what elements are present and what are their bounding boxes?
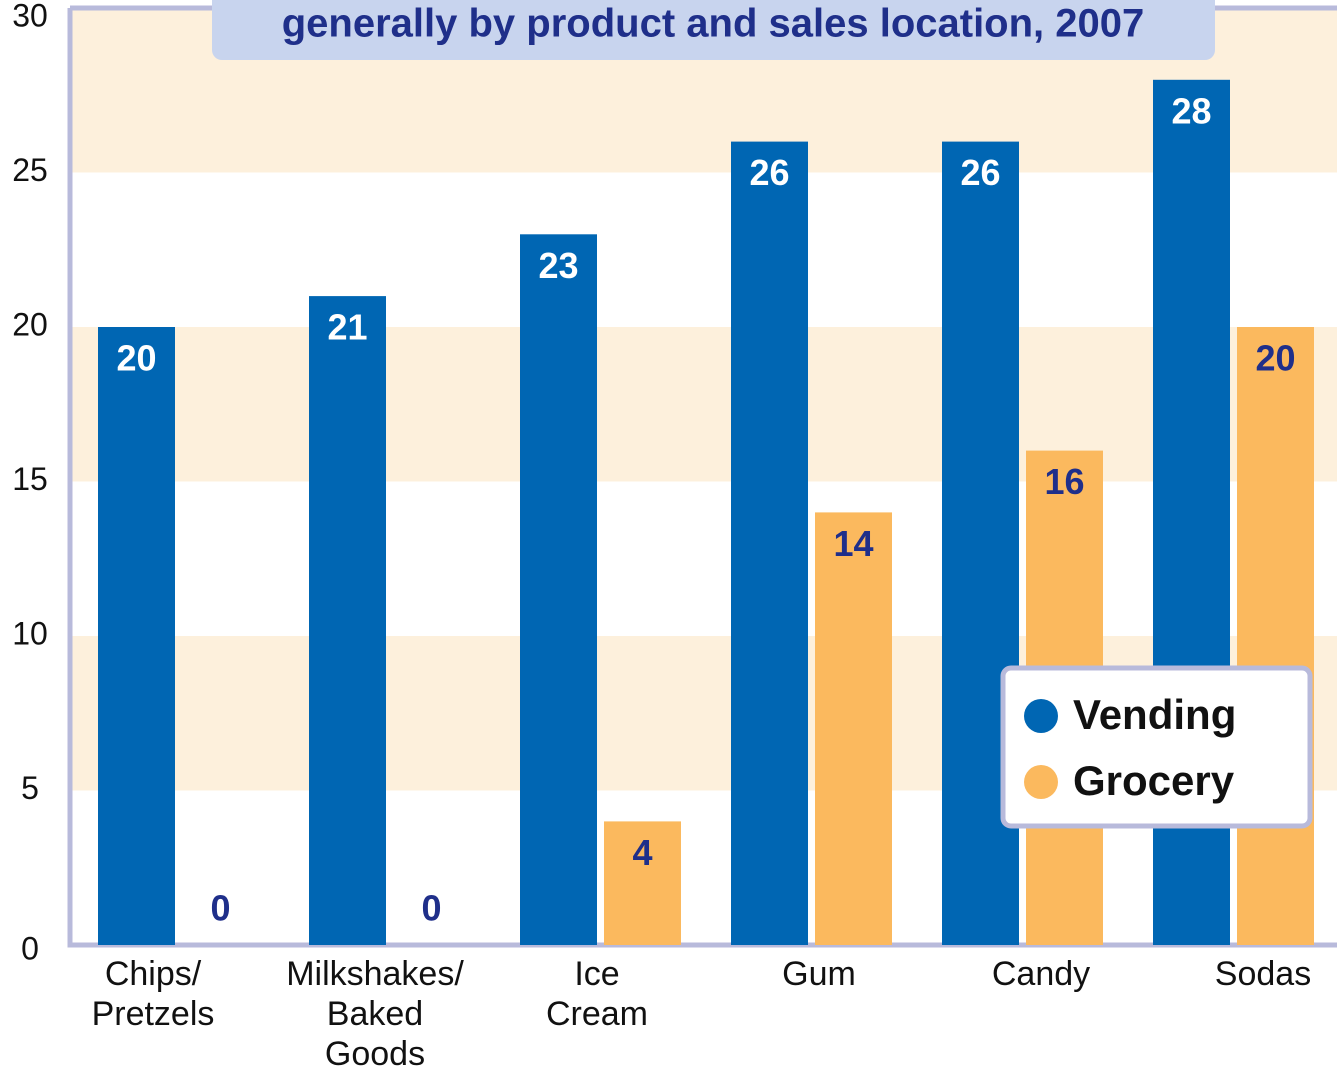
- bar: [309, 296, 386, 946]
- value-label: 20: [116, 338, 156, 379]
- y-tick-label: 30: [12, 0, 48, 33]
- value-label: 23: [538, 245, 578, 286]
- x-tick-label: Baked: [327, 995, 423, 1033]
- bar: [520, 234, 597, 946]
- x-tick-label: Candy: [992, 955, 1090, 993]
- band: [70, 327, 1337, 482]
- value-label: 26: [960, 152, 1000, 193]
- bar: [815, 512, 892, 945]
- legend-box: [1000, 665, 1313, 829]
- band: [70, 481, 1337, 636]
- x-tick-label: Cream: [546, 995, 648, 1033]
- legend-label: Grocery: [1073, 757, 1235, 804]
- x-tick-label: Milkshakes/: [286, 955, 464, 993]
- bar: [731, 141, 808, 946]
- value-label: 28: [1171, 90, 1211, 131]
- value-label: 0: [210, 888, 230, 929]
- legend-label: Vending: [1073, 691, 1236, 738]
- y-tick-label: 5: [21, 770, 39, 806]
- x-tick-label: Chips/: [105, 955, 202, 993]
- value-label: 14: [833, 523, 873, 564]
- x-tick-label: Gum: [782, 955, 856, 993]
- title-box: [212, 0, 1215, 60]
- x-tick-label: Ice: [574, 955, 619, 993]
- value-label: 21: [327, 307, 367, 348]
- x-tick-label: Goods: [325, 1035, 425, 1073]
- x-tick-label: Sodas: [1215, 955, 1311, 993]
- value-label: 26: [749, 152, 789, 193]
- bar: [604, 821, 681, 945]
- y-tick-label: 15: [12, 461, 48, 497]
- chart-title: generally by product and sales location,…: [282, 2, 1145, 46]
- legend-swatch: [1024, 699, 1058, 733]
- value-label: 20: [1255, 338, 1295, 379]
- bar: [98, 327, 175, 945]
- legend-swatch: [1024, 765, 1058, 799]
- value-label: 0: [421, 888, 441, 929]
- y-tick-label: 10: [12, 615, 48, 651]
- value-label: 4: [632, 832, 652, 873]
- bar: [1237, 327, 1314, 945]
- value-label: 16: [1044, 461, 1084, 502]
- y-tick-label: 20: [12, 306, 48, 342]
- y-tick-label: 0: [21, 930, 39, 966]
- x-tick-label: Pretzels: [92, 995, 215, 1033]
- y-tick-label: 25: [12, 152, 48, 188]
- band: [70, 172, 1337, 327]
